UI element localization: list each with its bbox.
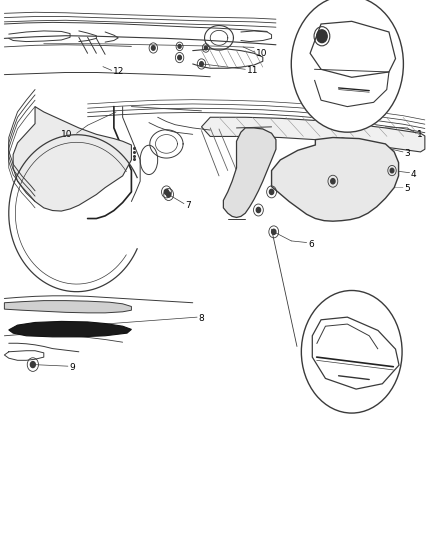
- Text: 1: 1: [417, 130, 423, 139]
- Circle shape: [390, 168, 394, 173]
- Text: 6: 6: [308, 240, 314, 248]
- Polygon shape: [272, 138, 399, 221]
- Text: 13: 13: [377, 25, 389, 34]
- Circle shape: [317, 30, 327, 43]
- Text: 2: 2: [379, 94, 385, 103]
- Text: 10: 10: [61, 130, 73, 139]
- Text: 11: 11: [247, 66, 258, 75]
- Circle shape: [301, 290, 402, 413]
- Text: 1: 1: [395, 57, 400, 66]
- Circle shape: [178, 55, 181, 60]
- Text: 3: 3: [404, 149, 410, 158]
- Circle shape: [331, 179, 335, 184]
- Circle shape: [30, 361, 35, 368]
- Text: 12: 12: [113, 68, 124, 76]
- Polygon shape: [9, 321, 131, 337]
- Polygon shape: [223, 128, 276, 217]
- Text: 4: 4: [411, 170, 417, 179]
- Circle shape: [256, 207, 261, 213]
- Circle shape: [269, 189, 274, 195]
- Text: 8: 8: [198, 314, 204, 322]
- Circle shape: [164, 189, 169, 195]
- Circle shape: [166, 192, 171, 197]
- Text: 7: 7: [185, 201, 191, 209]
- Circle shape: [370, 23, 375, 30]
- Text: 1: 1: [382, 378, 388, 387]
- Text: 5: 5: [404, 184, 410, 193]
- Circle shape: [200, 62, 203, 66]
- Circle shape: [178, 45, 181, 48]
- Circle shape: [291, 0, 403, 132]
- Circle shape: [204, 46, 208, 50]
- Polygon shape: [13, 107, 131, 211]
- Polygon shape: [201, 117, 425, 152]
- Text: 9: 9: [69, 363, 75, 372]
- Circle shape: [272, 229, 276, 235]
- Text: 10: 10: [256, 49, 268, 58]
- Polygon shape: [4, 301, 131, 313]
- Circle shape: [152, 46, 155, 50]
